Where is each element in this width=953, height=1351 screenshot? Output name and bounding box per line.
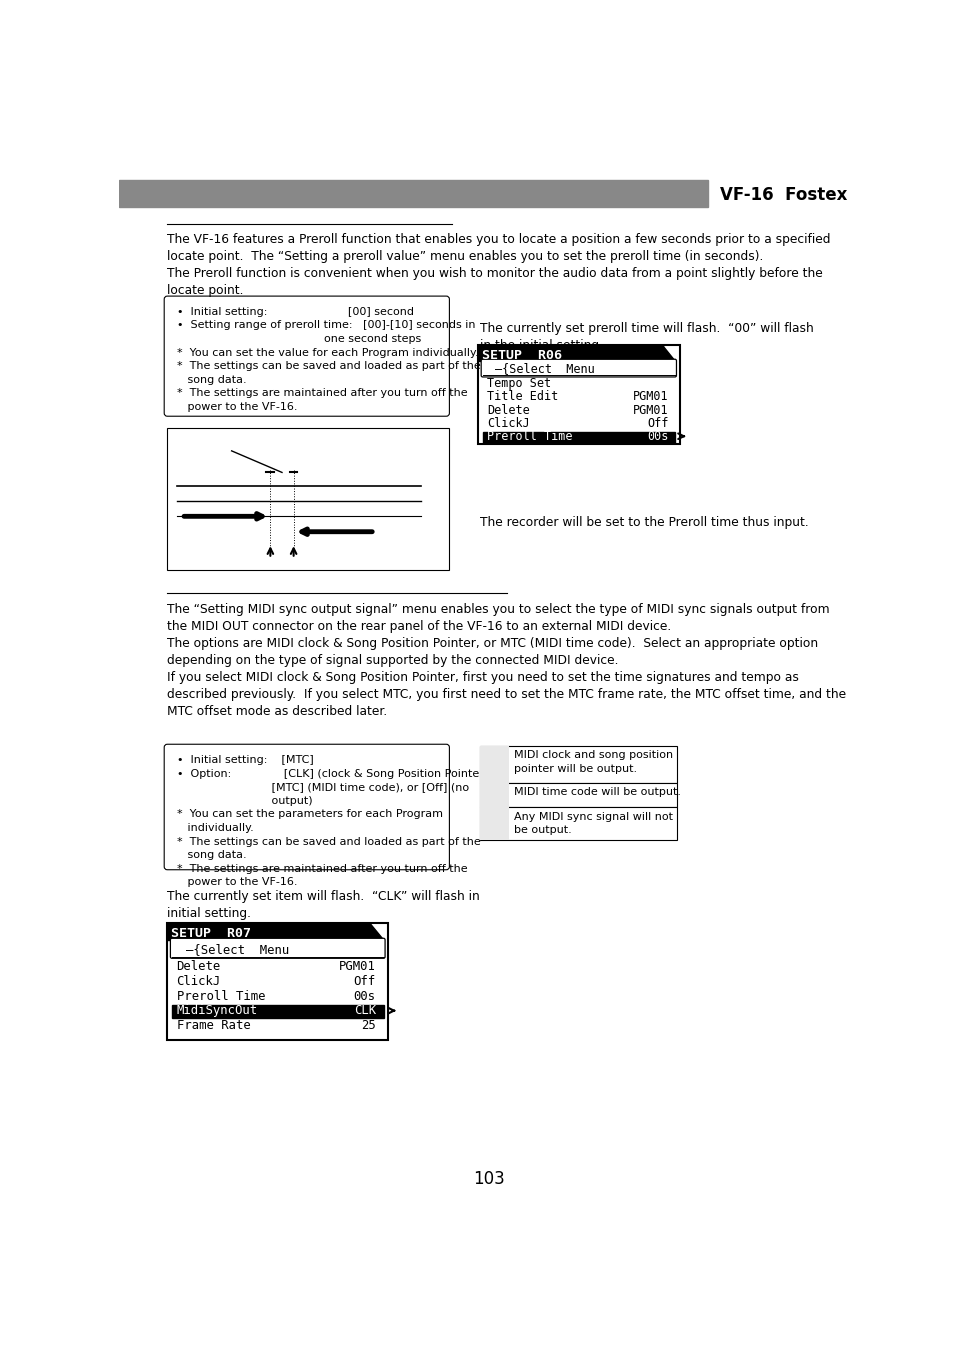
FancyBboxPatch shape xyxy=(171,939,385,958)
Bar xyxy=(479,746,677,782)
Text: 25: 25 xyxy=(360,1019,375,1032)
Text: •  Initial setting:    [MTC]
•  Option:               [CLK] (clock & Song Positi: • Initial setting: [MTC] • Option: [CLK]… xyxy=(176,755,491,888)
Text: The “Setting MIDI sync output signal” menu enables you to select the type of MID: The “Setting MIDI sync output signal” me… xyxy=(167,603,845,717)
Bar xyxy=(119,180,707,207)
Text: SETUP  R07: SETUP R07 xyxy=(171,927,251,940)
Text: Frame Rate: Frame Rate xyxy=(176,1019,250,1032)
FancyBboxPatch shape xyxy=(164,296,449,416)
Text: Off: Off xyxy=(354,975,375,988)
Text: 00s: 00s xyxy=(647,430,668,443)
Text: The currently set preroll time will flash.  “00” will flash
in the initial setti: The currently set preroll time will flas… xyxy=(479,322,813,351)
Text: Delete: Delete xyxy=(487,404,530,416)
Polygon shape xyxy=(369,923,383,940)
Text: —{Select  Menu: —{Select Menu xyxy=(186,943,289,955)
Text: PGM01: PGM01 xyxy=(338,961,375,973)
Text: ClickJ: ClickJ xyxy=(487,416,530,430)
Bar xyxy=(477,346,679,444)
Text: PGM01: PGM01 xyxy=(633,390,668,404)
Text: Delete: Delete xyxy=(176,961,220,973)
Text: ClickJ: ClickJ xyxy=(176,975,220,988)
Text: PGM01: PGM01 xyxy=(633,404,668,416)
Bar xyxy=(477,346,661,361)
Text: Off: Off xyxy=(647,416,668,430)
Text: 103: 103 xyxy=(473,1170,504,1188)
Text: Preroll Time: Preroll Time xyxy=(487,430,572,443)
Bar xyxy=(167,923,388,1040)
Text: MidiSyncOut: MidiSyncOut xyxy=(176,1004,257,1017)
Bar xyxy=(479,808,509,840)
Text: •  Initial setting:                       [00] second
•  Setting range of prerol: • Initial setting: [00] second • Setting… xyxy=(176,307,480,412)
Text: Preroll Time: Preroll Time xyxy=(176,989,265,1002)
Text: 00s: 00s xyxy=(354,989,375,1002)
Bar xyxy=(167,428,448,570)
Text: The VF-16 features a Preroll function that enables you to locate a position a fe: The VF-16 features a Preroll function th… xyxy=(167,232,830,297)
Bar xyxy=(167,923,369,940)
Text: SETUP  R06: SETUP R06 xyxy=(481,349,561,362)
Bar xyxy=(172,1005,383,1019)
Bar xyxy=(479,782,677,808)
Text: —{Select  Menu: —{Select Menu xyxy=(495,362,595,376)
Text: MIDI clock and song position
pointer will be output.: MIDI clock and song position pointer wil… xyxy=(513,750,672,774)
Text: CLK: CLK xyxy=(354,1004,375,1017)
Bar xyxy=(482,431,674,443)
Text: VF-16  Fostex: VF-16 Fostex xyxy=(720,186,846,204)
Text: Any MIDI sync signal will not
be output.: Any MIDI sync signal will not be output. xyxy=(513,812,672,835)
Text: The recorder will be set to the Preroll time thus input.: The recorder will be set to the Preroll … xyxy=(479,516,807,530)
Bar xyxy=(479,782,509,808)
Bar xyxy=(479,808,677,840)
Text: The currently set item will flash.  “CLK” will flash in
initial setting.: The currently set item will flash. “CLK”… xyxy=(167,890,479,920)
FancyBboxPatch shape xyxy=(164,744,449,870)
Text: MIDI time code will be output.: MIDI time code will be output. xyxy=(513,788,680,797)
Polygon shape xyxy=(661,346,674,361)
Bar xyxy=(479,746,509,782)
Text: Tempo Set: Tempo Set xyxy=(487,377,551,390)
FancyBboxPatch shape xyxy=(480,359,676,377)
Text: Title Edit: Title Edit xyxy=(487,390,558,404)
